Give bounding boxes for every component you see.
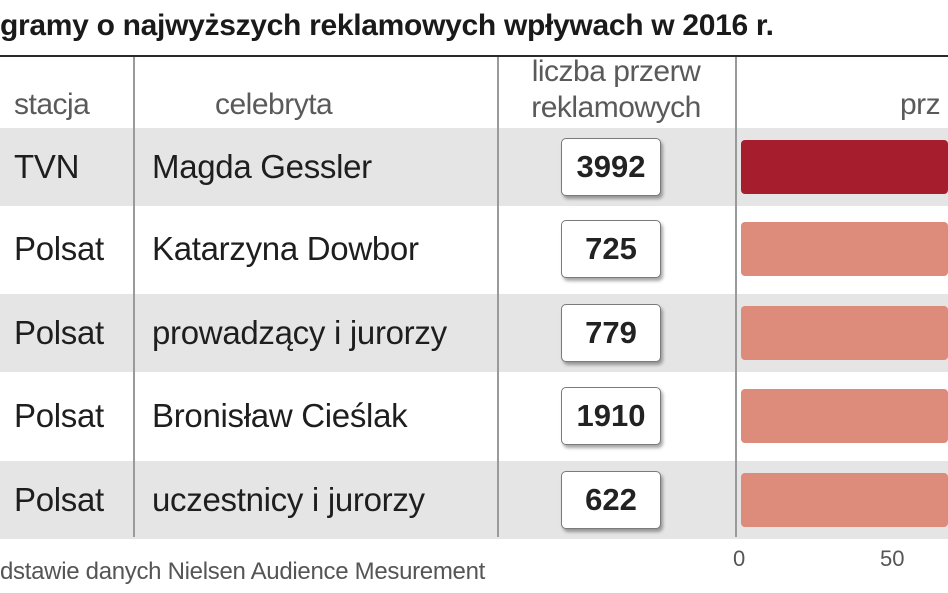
cell-celebrity: Bronisław Cieślak bbox=[152, 397, 408, 434]
column-divider bbox=[133, 57, 135, 537]
cell-ad-breaks: 622 bbox=[561, 471, 661, 529]
table-row: Polsat Katarzyna Dowbor 725 bbox=[0, 210, 948, 288]
table-row: Polsat prowadzący i jurorzy 779 bbox=[0, 294, 948, 372]
cell-station: Polsat bbox=[14, 481, 104, 518]
title-rule bbox=[0, 55, 948, 57]
cell-celebrity: uczestnicy i jurorzy bbox=[152, 481, 425, 518]
cell-station: Polsat bbox=[14, 314, 104, 351]
cell-station: Polsat bbox=[14, 230, 104, 267]
header-station: stacja bbox=[14, 88, 90, 121]
cell-celebrity: prowadzący i jurorzy bbox=[152, 314, 447, 351]
cell-station: Polsat bbox=[14, 397, 104, 434]
column-divider bbox=[497, 57, 499, 537]
cell-celebrity: Katarzyna Dowbor bbox=[152, 230, 419, 267]
cell-ad-breaks: 779 bbox=[561, 304, 661, 362]
table-row: Polsat Bronisław Cieślak 1910 bbox=[0, 377, 948, 455]
header-ad-breaks: liczba przerw reklamowych bbox=[531, 55, 701, 124]
cell-station: TVN bbox=[14, 148, 80, 185]
data-bar bbox=[741, 389, 948, 443]
cell-ad-breaks: 3992 bbox=[561, 138, 661, 196]
axis-tick-label: 0 bbox=[733, 546, 746, 571]
data-bar bbox=[741, 222, 948, 276]
cell-ad-breaks: 1910 bbox=[561, 387, 661, 445]
header-percent: prz bbox=[900, 88, 941, 121]
table-row: TVN Magda Gessler 3992 bbox=[0, 128, 948, 206]
data-bar bbox=[741, 140, 948, 194]
cell-celebrity: Magda Gessler bbox=[152, 148, 372, 185]
table-row: Polsat uczestnicy i jurorzy 622 bbox=[0, 461, 948, 539]
header-celebrity: celebryta bbox=[215, 88, 333, 121]
source-note: dstawie danych Nielsen Audience Mesureme… bbox=[0, 558, 486, 585]
axis-tick-label: 50 bbox=[880, 546, 905, 571]
chart-title: gramy o najwyższych reklamowych wpływach… bbox=[0, 9, 774, 42]
column-divider bbox=[735, 57, 737, 537]
cell-ad-breaks: 725 bbox=[561, 220, 661, 278]
data-bar bbox=[741, 306, 948, 360]
data-bar bbox=[741, 473, 948, 527]
